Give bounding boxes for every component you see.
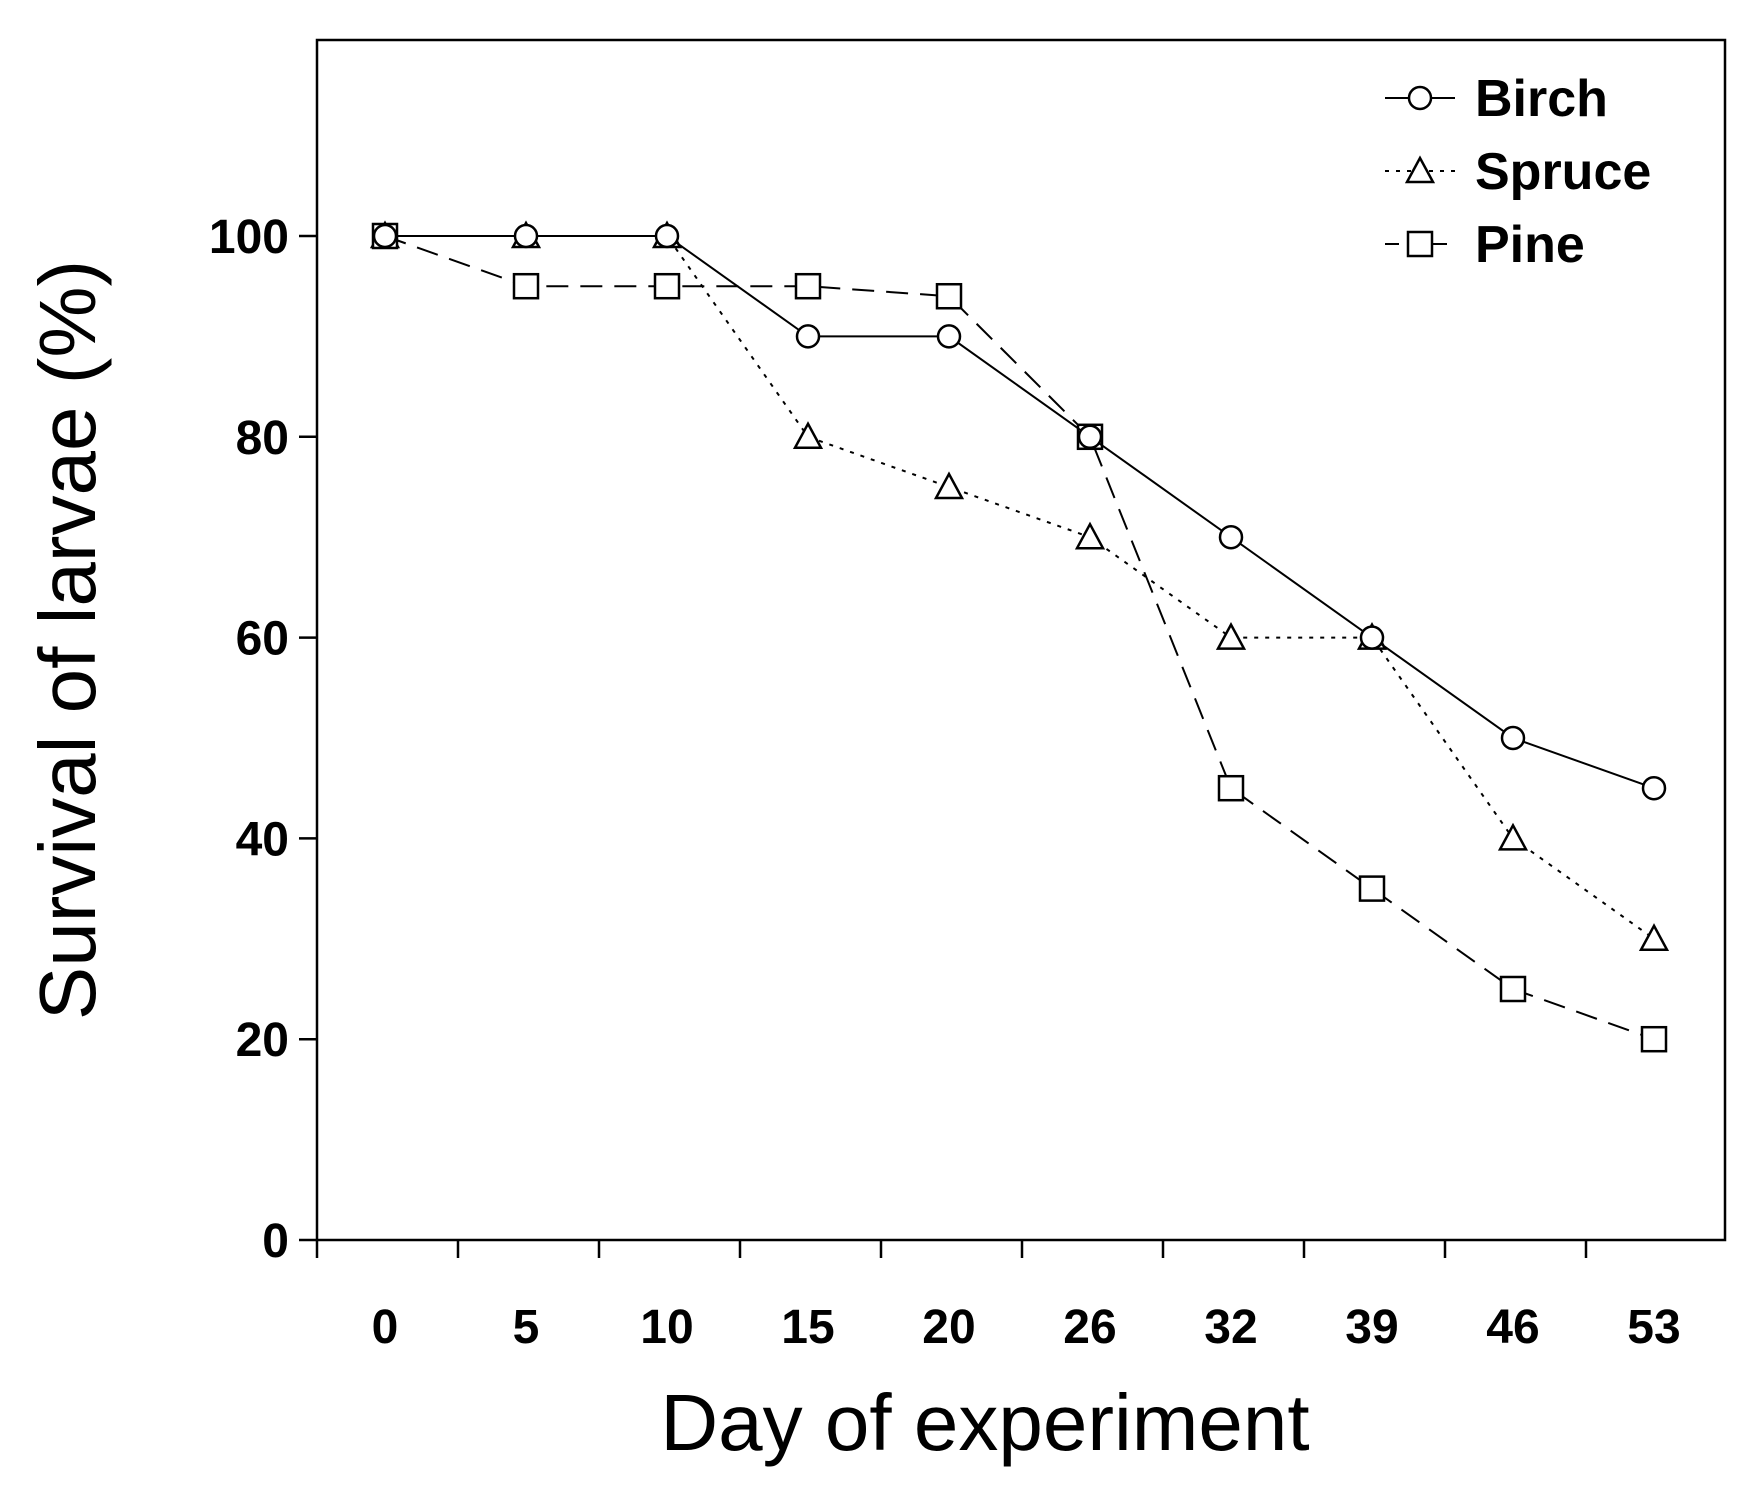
series-line-birch <box>385 235 1655 790</box>
data-point-spruce <box>792 421 824 450</box>
y-axis: 0 20 40 60 80 100 <box>209 211 317 1268</box>
data-point-birch <box>795 324 821 349</box>
data-point-pine <box>1358 875 1386 902</box>
data-point-pine <box>653 272 681 300</box>
data-point-birch <box>513 223 539 249</box>
y-tick-label: 80 <box>236 412 289 465</box>
data-point-pine <box>794 272 822 300</box>
x-tick-label: 46 <box>1486 1301 1539 1354</box>
data-point-birch <box>1218 524 1244 550</box>
legend-item-birch: Birch <box>1385 70 1608 128</box>
data-point-spruce <box>1638 923 1670 952</box>
legend-label: Birch <box>1475 70 1608 128</box>
data-point-spruce <box>1215 621 1247 650</box>
series-spruce <box>369 220 1670 952</box>
x-tick-label: 10 <box>640 1301 693 1354</box>
x-axis: 0 5 10 15 20 26 32 39 46 53 <box>315 1240 1681 1354</box>
legend-marker <box>1404 155 1436 184</box>
data-point-spruce <box>1497 822 1529 851</box>
data-point-pine <box>512 272 540 300</box>
data-point-birch <box>372 223 398 249</box>
y-axis-title: Survival of larvae (%) <box>23 260 112 1020</box>
x-tick-label: 26 <box>1063 1301 1116 1354</box>
data-point-birch <box>1077 424 1103 450</box>
x-tick-label: 20 <box>922 1301 975 1354</box>
data-point-spruce <box>1074 521 1106 550</box>
series-pine <box>371 222 1668 1053</box>
x-tick-label: 0 <box>372 1301 399 1354</box>
y-tick-label: 20 <box>236 1014 289 1067</box>
data-point-pine <box>1499 975 1527 1003</box>
series-line-spruce <box>385 235 1655 940</box>
data-point-birch <box>936 324 962 349</box>
y-tick-label: 100 <box>209 211 289 264</box>
series-birch <box>372 223 1667 801</box>
x-tick-label: 15 <box>781 1301 834 1354</box>
data-point-birch <box>654 223 680 249</box>
x-tick-label: 32 <box>1204 1301 1257 1354</box>
data-point-birch <box>1641 775 1667 801</box>
data-point-birch <box>1500 725 1526 751</box>
series-layer <box>369 220 1670 1053</box>
data-point-birch <box>1359 625 1385 650</box>
legend-item-spruce: Spruce <box>1385 143 1651 201</box>
y-tick-label: 60 <box>236 613 289 666</box>
data-point-pine <box>935 282 963 310</box>
data-point-pine <box>1640 1025 1668 1053</box>
x-tick-label: 39 <box>1345 1301 1398 1354</box>
data-point-pine <box>1217 774 1245 802</box>
x-axis-title: Day of experiment <box>660 1378 1309 1467</box>
y-tick-label: 40 <box>236 813 289 866</box>
legend-marker <box>1407 85 1433 111</box>
series-line-pine <box>384 235 1655 1041</box>
x-tick-label: 5 <box>513 1301 540 1354</box>
x-tick-label: 53 <box>1627 1301 1680 1354</box>
y-tick-label: 0 <box>262 1215 289 1268</box>
legend-marker <box>1406 230 1434 258</box>
legend-label: Pine <box>1475 216 1585 274</box>
legend-label: Spruce <box>1475 143 1651 201</box>
legend: Birch Spruce Pine <box>1385 70 1651 274</box>
legend-item-pine: Pine <box>1385 216 1585 274</box>
data-point-spruce <box>933 471 965 500</box>
